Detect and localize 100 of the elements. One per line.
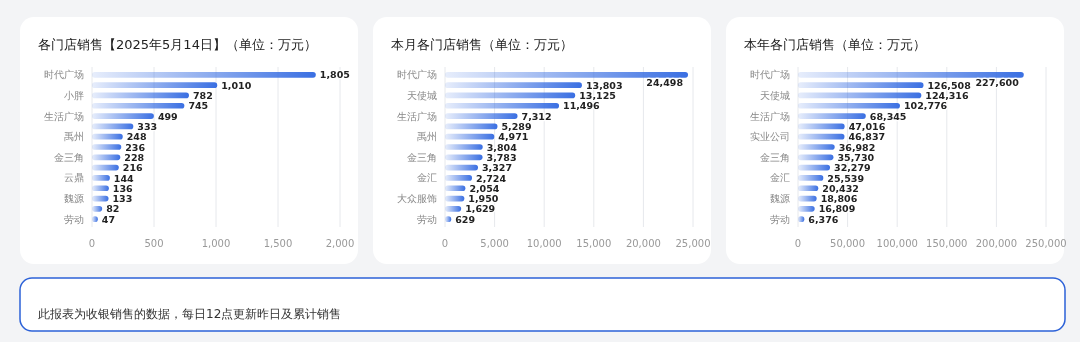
data-label: 126,508 xyxy=(927,79,972,91)
bar xyxy=(92,144,122,150)
x-tick-label: 10,000 xyxy=(526,238,562,249)
data-label: 629 xyxy=(455,213,476,225)
bar xyxy=(445,154,483,161)
x-tick-label: 1,000 xyxy=(201,238,231,249)
bar xyxy=(445,113,518,119)
data-label: 13,803 xyxy=(585,79,623,91)
bar xyxy=(92,133,123,140)
data-label: 2,724 xyxy=(476,172,507,184)
x-tick-label: 200,000 xyxy=(975,238,1018,249)
data-label: 68,345 xyxy=(869,110,907,122)
y-tick-label: 金三角 xyxy=(54,151,84,163)
data-label: 11,496 xyxy=(563,100,601,112)
data-label: 133 xyxy=(112,193,133,205)
y-tick-label: 生活广场 xyxy=(397,110,437,122)
bar xyxy=(92,206,103,212)
x-tick-label: 1,500 xyxy=(263,238,293,249)
data-label: 3,783 xyxy=(486,151,517,163)
x-tick-label: 50,000 xyxy=(830,238,866,249)
bar xyxy=(798,102,900,109)
y-tick-label: 金汇 xyxy=(770,172,790,184)
data-label: 5,289 xyxy=(501,120,532,132)
x-tick-label: 15,000 xyxy=(576,238,612,249)
bar xyxy=(445,144,483,150)
bar xyxy=(445,82,582,88)
data-label: 47,016 xyxy=(848,120,886,132)
y-tick-label: 云鼎 xyxy=(64,172,84,184)
data-label: 32,279 xyxy=(834,162,871,174)
bar xyxy=(798,113,866,119)
y-tick-label: 劳动 xyxy=(64,213,84,225)
text: 此报表为收银销售的数据，每日12点更新昨日及累计销售 xyxy=(38,307,342,321)
data-label: 2,054 xyxy=(469,182,500,194)
y-tick-label: 时代广场 xyxy=(397,69,437,81)
data-label: 144 xyxy=(113,172,135,184)
x-tick-label: 0 xyxy=(441,238,449,249)
data-label: 236 xyxy=(125,141,146,153)
y-tick-label: 大众服饰 xyxy=(397,193,437,205)
data-label: 18,806 xyxy=(820,193,858,205)
y-tick-label: 实业公司 xyxy=(750,131,790,143)
y-tick-label: 禹州 xyxy=(64,131,84,143)
y-tick-label: 时代广场 xyxy=(44,69,84,81)
bar xyxy=(445,133,495,140)
data-label: 3,804 xyxy=(486,141,518,153)
bar xyxy=(445,185,466,192)
data-label: 3,327 xyxy=(482,162,513,174)
data-label: 24,498 xyxy=(646,77,684,89)
data-label: 1,010 xyxy=(221,79,252,91)
data-label: 102,776 xyxy=(903,100,948,112)
bar xyxy=(798,82,924,88)
y-tick-label: 生活广场 xyxy=(44,110,84,122)
x-tick-label: 25,000 xyxy=(675,238,711,249)
bar xyxy=(445,206,462,212)
data-label: 35,730 xyxy=(837,151,875,163)
data-label: 1,950 xyxy=(468,193,499,205)
data-label: 1,629 xyxy=(465,203,496,215)
x-tick-label: 250,000 xyxy=(1025,238,1067,249)
data-label: 6,376 xyxy=(808,213,839,225)
x-tick-label: 0 xyxy=(88,238,96,249)
data-label: 82 xyxy=(106,203,120,215)
x-tick-label: 100,000 xyxy=(876,238,918,249)
y-tick-label: 魏源 xyxy=(64,193,84,205)
bar xyxy=(92,82,218,88)
data-label: 4,971 xyxy=(498,131,529,143)
data-label: 20,432 xyxy=(822,182,859,194)
y-tick-label: 金三角 xyxy=(760,151,790,163)
bar xyxy=(798,175,824,181)
data-label: 248 xyxy=(126,131,147,143)
data-label: 333 xyxy=(137,120,158,132)
data-label: 13,125 xyxy=(579,90,616,102)
y-tick-label: 时代广场 xyxy=(750,69,790,81)
y-tick-label: 小胖 xyxy=(64,89,84,101)
bar xyxy=(92,113,154,119)
chart-title: 本年各门店销售（单位：万元） xyxy=(744,37,926,52)
y-tick-label: 禹州 xyxy=(417,131,437,143)
data-label: 1,805 xyxy=(319,69,350,81)
bar xyxy=(798,154,834,161)
data-label: 47 xyxy=(101,213,116,225)
y-tick-label: 金三角 xyxy=(407,151,437,163)
y-tick-label: 金汇 xyxy=(417,172,437,184)
data-label: 124,316 xyxy=(925,90,969,102)
y-tick-label: 劳动 xyxy=(770,213,790,225)
bar xyxy=(92,185,109,192)
data-label: 46,837 xyxy=(848,131,886,143)
data-label: 745 xyxy=(188,100,209,112)
bar xyxy=(798,206,815,212)
y-tick-label: 天使城 xyxy=(407,89,437,101)
data-label: 7,312 xyxy=(521,110,552,122)
y-tick-label: 生活广场 xyxy=(750,110,790,122)
data-label: 228 xyxy=(124,151,145,163)
data-label: 36,982 xyxy=(838,141,876,153)
bar xyxy=(445,175,473,181)
x-tick-label: 150,000 xyxy=(926,238,968,249)
data-label: 227,600 xyxy=(975,77,1020,89)
bar xyxy=(798,133,845,140)
bar xyxy=(445,72,689,78)
bar xyxy=(798,144,835,150)
bar xyxy=(798,72,1024,78)
data-label: 16,809 xyxy=(818,203,856,215)
y-tick-label: 天使城 xyxy=(760,89,790,101)
